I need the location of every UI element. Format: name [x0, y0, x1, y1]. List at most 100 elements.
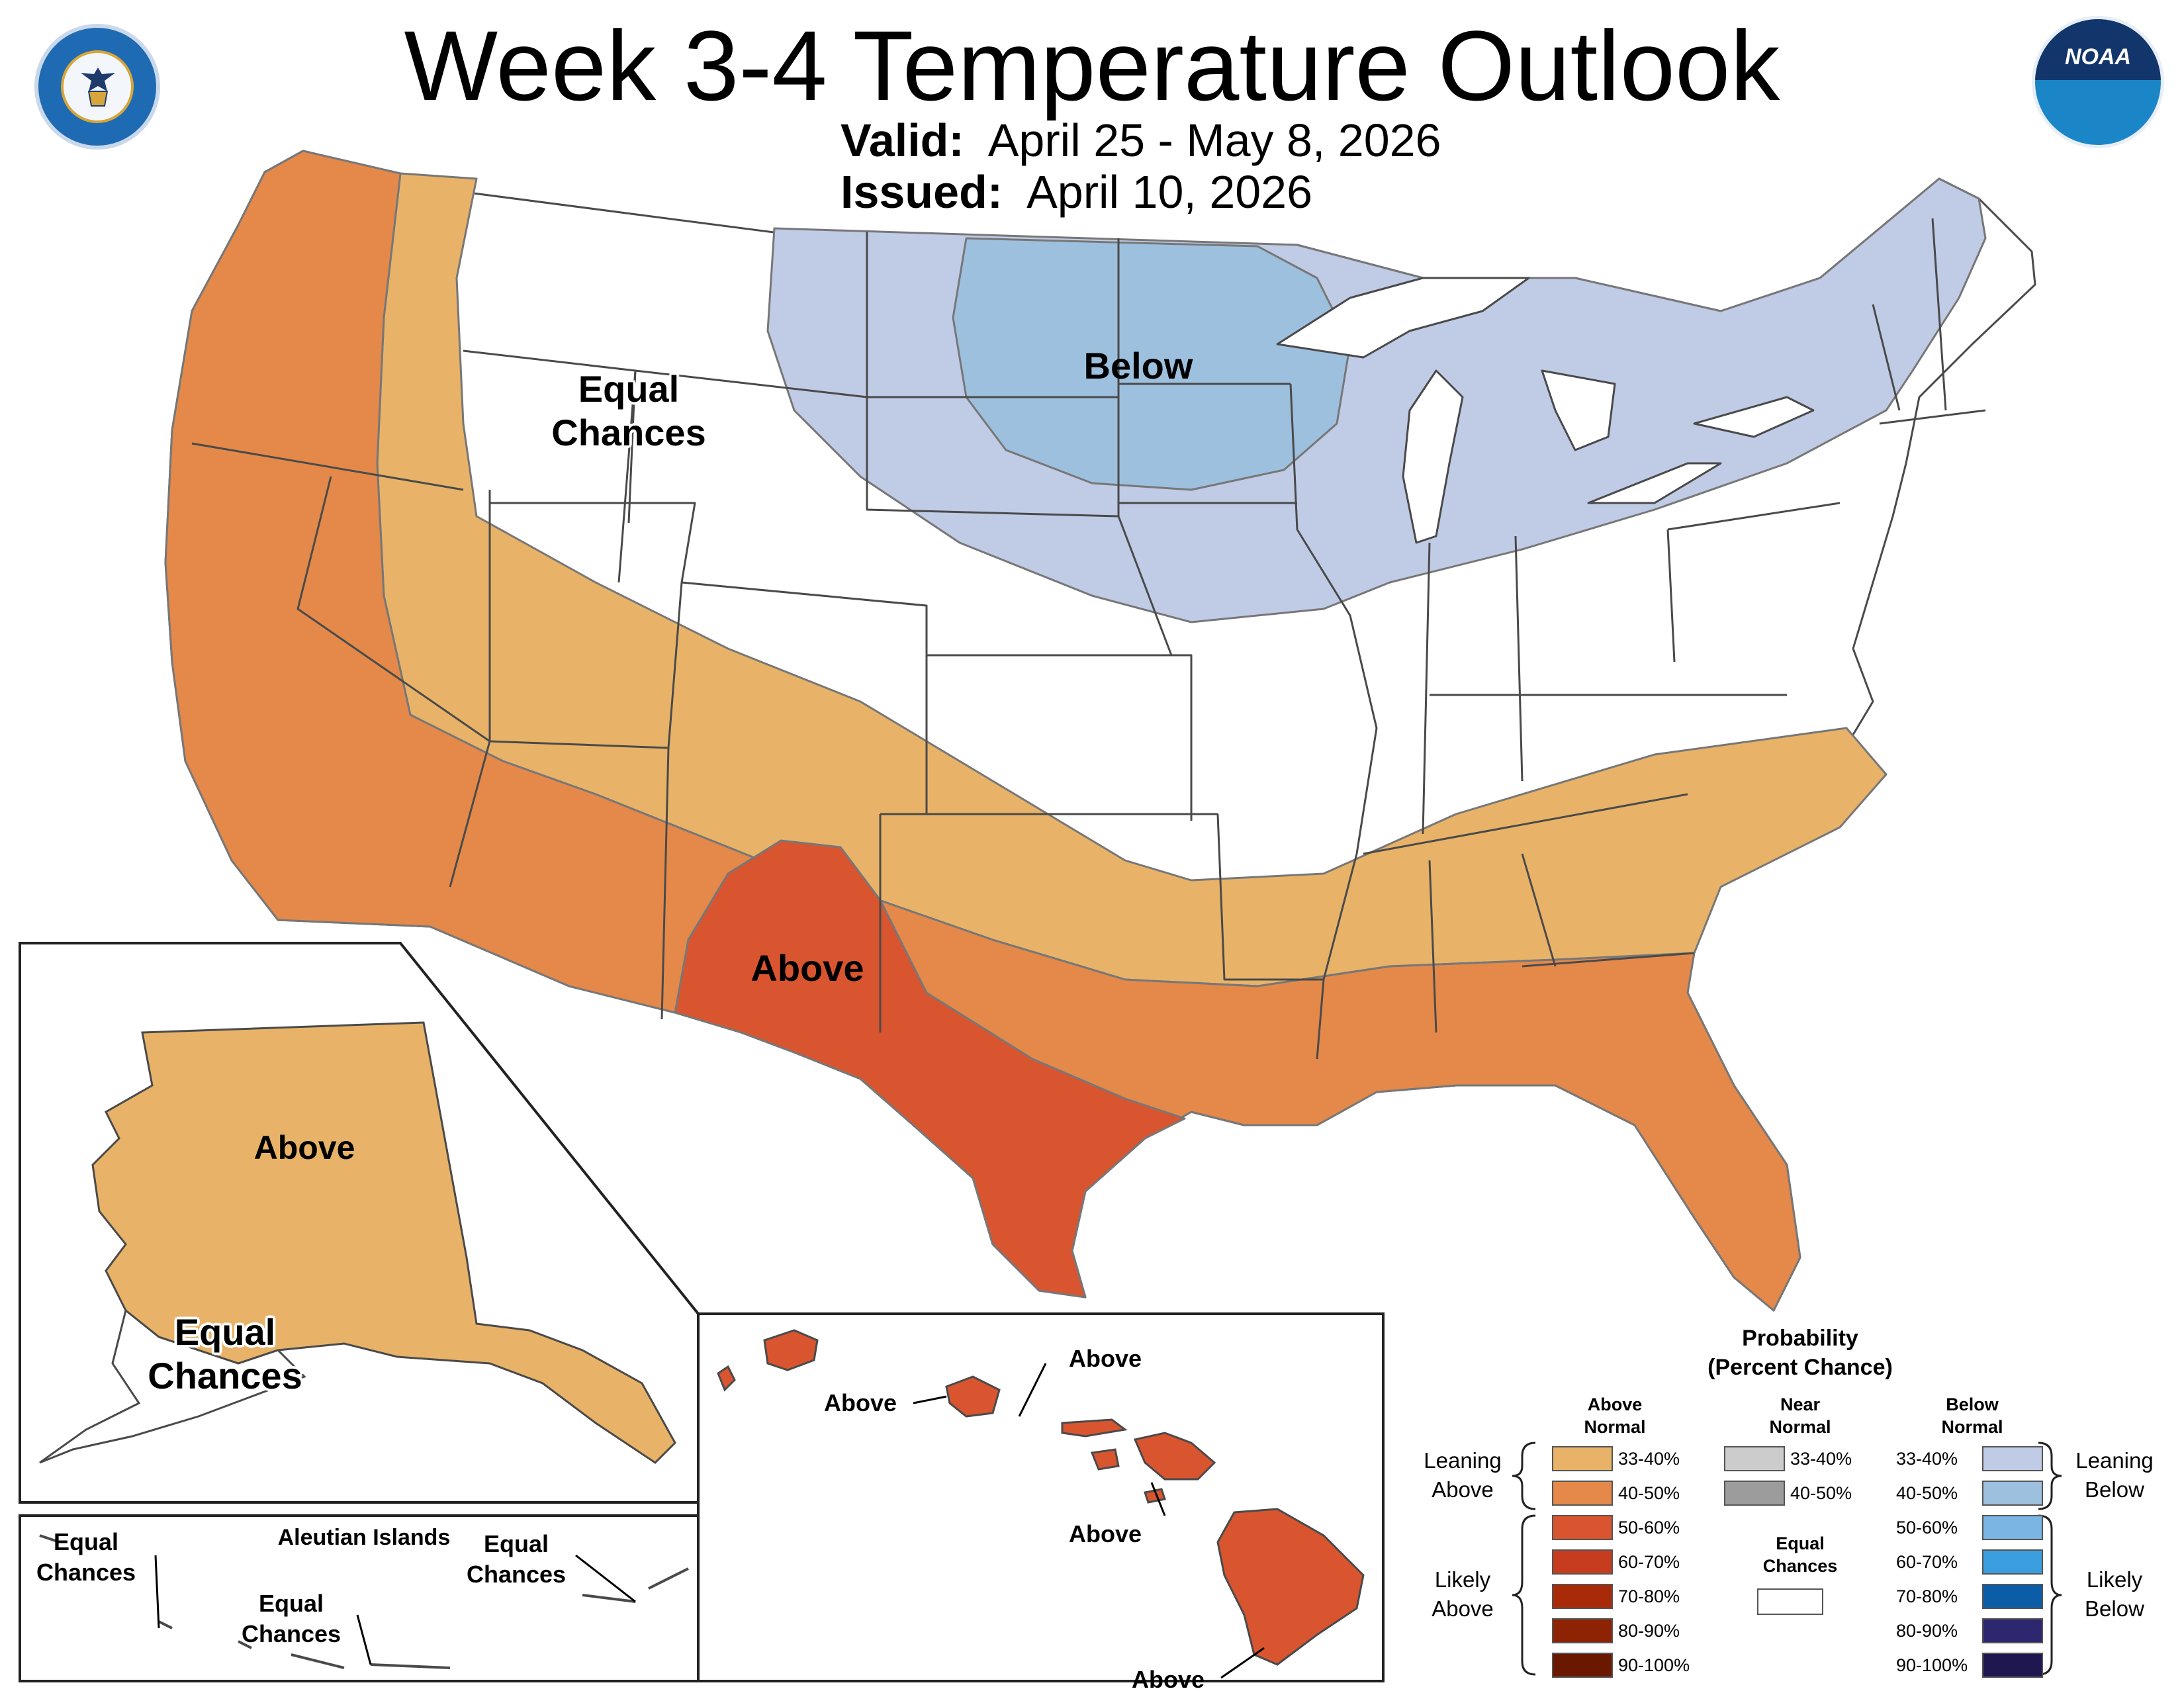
legend-above-range-label: 90-100% [1618, 1655, 1690, 1675]
legend-below-swatch [1982, 1618, 2043, 1643]
legend-title-line-1: Probability [1742, 1326, 1858, 1351]
legend-below-range-label: 60-70% [1896, 1552, 1958, 1572]
legend-above-swatch [1552, 1618, 1613, 1643]
conus-state-borders [191, 218, 1986, 1060]
hawaii-molokai [1061, 1418, 1128, 1438]
valid-value: April 25 - May 8, 2026 [987, 115, 1441, 166]
legend-below-range-label: 80-90% [1896, 1621, 1958, 1641]
legend-below-range-label: 70-80% [1896, 1586, 1958, 1606]
alaska-land-equal-chances [39, 1308, 306, 1464]
legend-above-swatch [1552, 1549, 1613, 1575]
hawaii-niihau [717, 1365, 736, 1392]
valid-label: Valid: [841, 115, 964, 166]
legend-below-header-1: Below [1946, 1395, 1999, 1414]
legend-below-swatch [1982, 1653, 2043, 1678]
legend-above-range-label: 40-50% [1618, 1483, 1680, 1503]
legend-near-swatch [1724, 1481, 1785, 1506]
legend-equal-chances-1: Equal [1776, 1534, 1825, 1553]
legend-below-range-label: 50-60% [1896, 1518, 1958, 1537]
hawaii-kauai [763, 1329, 819, 1371]
legend-near-header: Near Normal [1734, 1393, 1866, 1438]
aleutian-equal-chances-label-1: Equal Chances [36, 1528, 136, 1586]
department-of-commerce-seal-icon [34, 24, 160, 150]
page-title: Week 3-4 Temperature Outlook [404, 10, 1780, 121]
legend-equal-chances-label: Equal Chances [1734, 1532, 1866, 1577]
legend-likely-below-label: Likely Below [2065, 1565, 2164, 1624]
hawaii-above-label-4: Above [1131, 1666, 1205, 1693]
hawaii-leader-lines [913, 1363, 1265, 1679]
legend-leaning-below-1: Leaning [2075, 1448, 2154, 1473]
legend-leaning-below-label: Leaning Below [2065, 1446, 2164, 1504]
valid-line: Valid: April 25 - May 8, 2026 [841, 114, 1441, 167]
noaa-logo-text: NOAA [2064, 44, 2132, 69]
legend-above-range-label: 33-40% [1618, 1449, 1680, 1469]
hawaii-oahu [945, 1375, 1001, 1418]
issued-line: Issued: April 10, 2026 [841, 165, 1312, 218]
legend-above-range-label: 50-60% [1618, 1518, 1680, 1537]
seal-center [61, 50, 134, 123]
hawaii-maui [1133, 1432, 1216, 1481]
legend-below-swatch [1982, 1446, 2043, 1471]
noaa-logo-icon: NOAA [2032, 16, 2164, 148]
legend-above-swatch [1552, 1584, 1613, 1609]
legend-leaning-above-label: Leaning Above [1413, 1446, 1512, 1504]
conus-equal-chances-label: Equal Chances [551, 368, 706, 453]
legend-above-range-label: 70-80% [1618, 1586, 1680, 1606]
alaska-inset [19, 942, 700, 1682]
hawaii-above-label-1: Above [1068, 1345, 1142, 1372]
legend-below-header-2: Normal [1941, 1417, 2003, 1437]
issued-label: Issued: [841, 166, 1003, 218]
legend-below-swatch [1982, 1515, 2043, 1540]
legend-likely-below-2: Below [2085, 1596, 2144, 1621]
legend-above-swatch [1552, 1446, 1613, 1471]
legend-below-range-label: 90-100% [1896, 1655, 1968, 1675]
noaa-logo-sky [2035, 19, 2161, 80]
legend-title-line-2: (Percent Chance) [1707, 1355, 1893, 1380]
legend-near-range-label: 33-40% [1790, 1449, 1852, 1469]
legend-equal-chances-2: Chances [1762, 1556, 1838, 1576]
conus-above-label: Above [751, 947, 864, 989]
conus-map [164, 150, 2036, 1312]
legend-below-range-label: 40-50% [1896, 1483, 1958, 1503]
probability-legend: Probability (Percent Chance) Above Norma… [1403, 1317, 2177, 1688]
legend-equal-chances-swatch [1757, 1588, 1823, 1615]
conus-above-likely-50-60 [674, 839, 1186, 1299]
aleutian-islands [39, 1534, 689, 1669]
issued-value: April 10, 2026 [1026, 166, 1313, 218]
aleutian-equal-chances-label-3: Equal Chances [466, 1530, 567, 1588]
legend-braces [1512, 1442, 2062, 1676]
legend-near-header-2: Normal [1769, 1417, 1831, 1437]
legend-below-swatch [1982, 1481, 2043, 1506]
legend-likely-above-label: Likely Above [1413, 1565, 1512, 1624]
legend-below-header: Below Normal [1906, 1393, 2038, 1438]
legend-above-range-label: 60-70% [1618, 1552, 1680, 1572]
alaska-above-label: Above [253, 1129, 355, 1166]
legend-near-header-1: Near [1780, 1395, 1821, 1414]
hawaii-big-island [1216, 1508, 1365, 1666]
eagle-icon [81, 68, 115, 107]
hawaii-inset-frame [697, 1312, 1385, 1682]
legend-near-range-label: 40-50% [1790, 1483, 1852, 1503]
legend-near-swatch [1724, 1446, 1785, 1471]
alaska-land-above-lean [91, 1021, 676, 1464]
legend-above-header-1: Above [1587, 1395, 1643, 1414]
legend-below-swatch [1982, 1549, 2043, 1575]
conus-below-lean-40-50 [952, 237, 1351, 491]
alaska-equal-chances-label: Equal Chances [148, 1311, 302, 1397]
hawaii-lanai [1090, 1448, 1120, 1471]
legend-leaning-above-1: Leaning [1424, 1448, 1502, 1473]
hawaii-kahoolawe [1144, 1488, 1166, 1504]
legend-above-range-label: 80-90% [1618, 1621, 1680, 1641]
aleutian-equal-chances-label-2: Equal Chances [241, 1590, 341, 1647]
aleutian-leader-lines [154, 1554, 636, 1665]
legend-above-swatch [1552, 1653, 1613, 1678]
legend-below-swatch [1982, 1584, 2043, 1609]
legend-above-header: Above Normal [1549, 1393, 1681, 1438]
legend-title: Probability (Percent Chance) [1602, 1324, 1999, 1382]
legend-likely-below-1: Likely [2086, 1567, 2143, 1592]
legend-likely-above-1: Likely [1434, 1567, 1491, 1592]
conus-below-label: Below [1083, 345, 1193, 387]
legend-above-swatch [1552, 1481, 1613, 1506]
hawaii-above-label-3: Above [1068, 1520, 1142, 1547]
